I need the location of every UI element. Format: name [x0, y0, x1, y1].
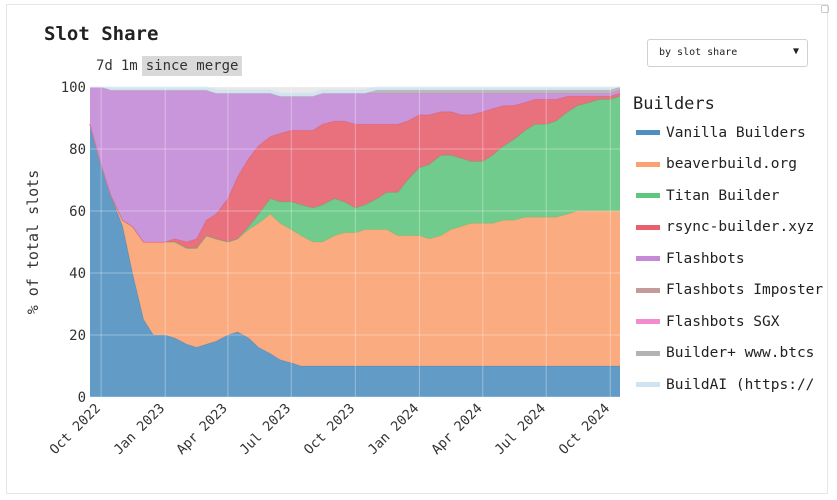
x-tick-label: Oct 2022	[47, 401, 104, 458]
legend-label: Vanilla Builders	[666, 124, 806, 141]
legend-item-vanilla-builders[interactable]: Vanilla Builders	[636, 117, 830, 149]
legend-item-titan-builder[interactable]: Titan Builder	[636, 180, 830, 212]
x-tick-label: Apr 2024	[428, 401, 485, 458]
legend: Vanilla Builders beaverbuild.org Titan Bui…	[636, 117, 830, 401]
legend-swatch	[636, 382, 660, 388]
legend-item-builder-www-btcs[interactable]: Builder+ www.btcs	[636, 338, 830, 370]
legend-item-beaverbuild-org[interactable]: beaverbuild.org	[636, 149, 830, 181]
y-tick-label: 80	[69, 142, 86, 158]
corner-icon[interactable]	[821, 5, 829, 13]
legend-label: Flashbots SGX	[666, 313, 780, 330]
legend-swatch	[636, 287, 660, 293]
x-tick-label: Jan 2023	[111, 401, 168, 458]
legend-label: Flashbots Imposter	[666, 282, 824, 299]
legend-label: Titan Builder	[666, 187, 780, 204]
area-beaverbuild-org	[90, 124, 620, 366]
legend-label: Builder+ www.btcs	[666, 345, 815, 362]
legend-item-flashbots-imposter[interactable]: Flashbots Imposter	[636, 275, 830, 307]
range-tab-7d[interactable]: 7d	[96, 58, 113, 74]
y-tick-label: 40	[69, 266, 86, 282]
y-tick-label: 0	[78, 390, 86, 406]
x-tick-label: Jan 2024	[365, 401, 422, 458]
x-tick-label: Jul 2023	[237, 401, 294, 458]
legend-swatch	[636, 256, 660, 262]
legend-title: Builders	[633, 94, 715, 114]
legend-item-rsync-builder-xyz[interactable]: rsync-builder.xyz	[636, 212, 830, 244]
x-tick-label: Jul 2024	[492, 401, 549, 458]
y-axis-label: % of total slots	[24, 170, 42, 315]
legend-item-flashbots[interactable]: Flashbots	[636, 243, 830, 275]
line-buildai-https	[90, 86, 620, 94]
area-flashbots	[90, 87, 620, 242]
x-tick-label: Oct 2024	[556, 401, 613, 458]
area-builder-www-btcs	[90, 87, 620, 97]
range-tab-since-merge[interactable]: since merge	[141, 56, 243, 76]
area-vanilla-builders	[90, 124, 620, 397]
y-tick-label: 60	[69, 204, 86, 220]
x-tick-label: Oct 2023	[301, 401, 358, 458]
x-tick-label: Apr 2023	[173, 401, 230, 458]
legend-item-flashbots-sgx[interactable]: Flashbots SGX	[636, 306, 830, 338]
chart-title: Slot Share	[44, 23, 159, 45]
legend-swatch	[636, 224, 660, 230]
legend-label: rsync-builder.xyz	[666, 219, 815, 236]
legend-label: beaverbuild.org	[666, 156, 797, 173]
legend-swatch	[636, 161, 660, 167]
area-titan-builder	[90, 96, 620, 249]
range-tab-1m[interactable]: 1m	[120, 58, 138, 74]
legend-swatch	[636, 193, 660, 199]
legend-swatch	[636, 350, 660, 356]
metric-dropdown[interactable]: by slot share ▼	[647, 39, 808, 67]
legend-label: BuildAI (https://	[666, 376, 815, 393]
y-tick-label: 100	[61, 80, 86, 96]
area-rsync-builder-xyz	[90, 93, 620, 249]
legend-item-buildai-https[interactable]: BuildAI (https://	[636, 369, 830, 401]
legend-swatch	[636, 319, 660, 325]
range-tabs: 7d 1m since merge	[92, 56, 243, 76]
y-tick-label: 20	[69, 328, 86, 344]
area-buildai-https	[90, 87, 620, 97]
metric-dropdown-value: by slot share	[659, 47, 738, 58]
legend-swatch	[636, 130, 660, 136]
dropdown-arrow-icon: ▼	[792, 46, 799, 57]
legend-label: Flashbots	[666, 250, 745, 267]
